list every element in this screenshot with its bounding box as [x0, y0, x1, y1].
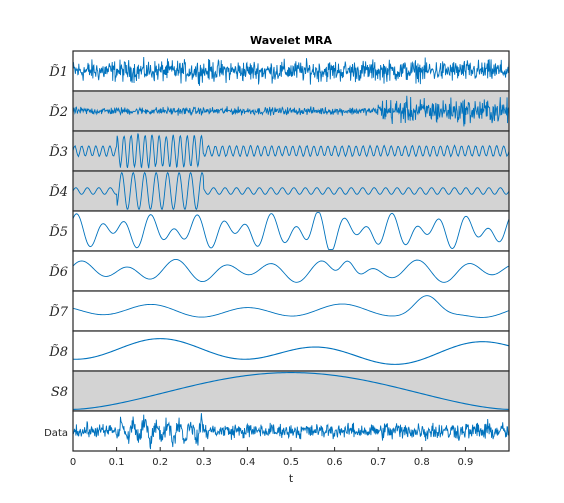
row-7-label: D̃7: [48, 304, 68, 320]
x-tick-label-0: 0: [70, 457, 76, 468]
row-8-background: [73, 331, 509, 371]
row-5-label: D̃5: [48, 224, 68, 240]
row-2-signal-line: [72, 95, 510, 127]
row-7-background: [73, 291, 509, 331]
row-7-signal-line: [72, 295, 510, 318]
row-10-label: Data: [44, 428, 68, 439]
x-tick-label-0.5: 0.5: [283, 457, 299, 468]
rows-group: D̃1 D̃2 D̃3 D̃4 D̃5 D̃6 D̃7 D̃8 S8 Data: [44, 50, 510, 452]
x-tick-label-0.1: 0.1: [109, 457, 125, 468]
row-6-label: D̃6: [48, 264, 68, 280]
row-1-signal-line: [72, 56, 510, 86]
row-1-label: D̃1: [48, 64, 68, 80]
row-9-background: [73, 371, 509, 411]
x-tick-label-0.8: 0.8: [414, 457, 430, 468]
chart-title: Wavelet MRA: [250, 34, 333, 47]
x-tick-label-0.7: 0.7: [370, 457, 386, 468]
x-axis-label: t: [289, 472, 294, 485]
x-axis: 0 0.1 0.2 0.3 0.4 0.5 0.6 0.7 0.8 0.9: [70, 447, 473, 468]
row-8-label: D̃8: [48, 344, 68, 360]
x-tick-label-0.9: 0.9: [457, 457, 473, 468]
row-4-signal-line: [72, 171, 510, 211]
row-5-background: [73, 211, 509, 251]
row-4-label: D̃4: [48, 184, 68, 200]
row-5-signal-line: [72, 212, 510, 250]
row-6-signal-line: [72, 258, 510, 283]
x-tick-label-0.3: 0.3: [196, 457, 212, 468]
row-3-label: D̃3: [48, 144, 68, 160]
row-2-label: D̃2: [48, 104, 68, 120]
row-9-signal-line: [72, 372, 510, 410]
row-6-background: [73, 251, 509, 291]
x-tick-label-0.4: 0.4: [239, 457, 255, 468]
row-10-signal-line: [72, 413, 510, 450]
row-3-signal-line: [72, 133, 510, 169]
row-8-signal-line: [72, 338, 510, 365]
x-tick-label-0.6: 0.6: [327, 457, 343, 468]
row-9-label: S8: [51, 385, 68, 400]
x-tick-label-0.2: 0.2: [152, 457, 168, 468]
